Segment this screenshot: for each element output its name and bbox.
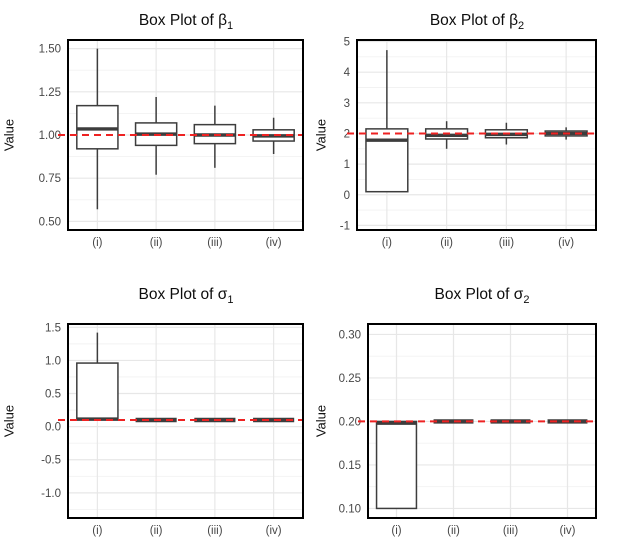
plot-title: Box Plot of σ2 — [435, 286, 530, 306]
svg-text:(i): (i) — [92, 525, 102, 537]
panel-border — [67, 39, 304, 231]
panel-border — [356, 39, 597, 231]
boxplot-canvas-beta2: -1 0 1 2 3 4 5 (i) (ii) (iii) (iv) — [340, 37, 597, 249]
x-tick-labels: (i) (ii) (iii) (iv) — [92, 237, 282, 249]
svg-text:(i): (i) — [92, 237, 102, 249]
iqr-box — [76, 362, 119, 421]
plot-title: Box Plot of β2 — [430, 12, 524, 32]
svg-text:(i): (i) — [382, 237, 392, 249]
svg-text:0.75: 0.75 — [39, 173, 61, 185]
iqr-box — [76, 104, 119, 150]
svg-text:(iii): (iii) — [499, 237, 514, 249]
svg-text:(ii): (ii) — [150, 525, 163, 537]
panel-border — [67, 323, 304, 519]
subplot-sigma2: Box Plot of σ2 Value 0.10 0.15 0.20 0.25 0.3… — [312, 274, 624, 549]
svg-text:1.0: 1.0 — [45, 355, 61, 367]
plot-title: Box Plot of σ1 — [139, 286, 234, 306]
box-(i) — [375, 420, 418, 510]
y-axis-label: Value — [1, 118, 17, 152]
svg-text:0: 0 — [344, 190, 350, 202]
boxplot-canvas-sigma2: 0.10 0.15 0.20 0.25 0.30 (i) (ii) (iii) (iv) — [339, 323, 597, 537]
svg-text:-1: -1 — [340, 220, 350, 232]
y-tick-labels: -1 0 1 2 3 4 5 — [340, 37, 351, 233]
svg-text:(iv): (iv) — [560, 525, 576, 537]
svg-text:0.25: 0.25 — [339, 373, 361, 385]
y-tick-labels: 0.10 0.15 0.20 0.25 0.30 — [339, 329, 361, 515]
y-axis-label-column: Value — [0, 308, 18, 549]
plot-title-text: Box Plot of β — [138, 11, 228, 29]
svg-text:1.25: 1.25 — [39, 87, 61, 99]
y-axis-label: Value — [313, 404, 329, 438]
svg-text:(iv): (iv) — [266, 525, 282, 537]
iqr-box — [365, 128, 409, 193]
svg-text:0.5: 0.5 — [45, 389, 61, 401]
x-tick-labels: (i) (ii) (iii) (iv) — [391, 525, 575, 537]
y-axis-label-column: Value — [0, 34, 18, 272]
plot-title-text: Box Plot of σ — [138, 285, 228, 303]
plot-title-text: Box Plot of σ — [434, 285, 524, 303]
plot-title-row: Box Plot of β2 — [312, 0, 624, 34]
box-(i) — [76, 48, 119, 210]
svg-text:(i): (i) — [391, 525, 401, 537]
plot-title-row: Box Plot of σ1 — [0, 274, 312, 308]
x-tick-labels: (i) (ii) (iii) (iv) — [92, 525, 282, 537]
boxplot-canvas-sigma1: -1.0 -0.5 0.0 0.5 1.0 1.5 (i) (ii) (iii) (iv) — [41, 322, 304, 537]
subplot-beta2: Box Plot of β2 Value -1 0 1 2 3 4 5 (i) (ii) (iii… — [312, 0, 624, 274]
svg-text:0.0: 0.0 — [45, 422, 61, 434]
x-tick-labels: (i) (ii) (iii) (iv) — [382, 237, 575, 249]
plot-title: Box Plot of β1 — [139, 12, 233, 32]
svg-text:-1.0: -1.0 — [41, 488, 61, 500]
svg-text:1.50: 1.50 — [39, 44, 61, 56]
subplot-beta1: Box Plot of β1 Value 0.50 0.75 1.00 1.25 1.5… — [0, 0, 312, 274]
plot-body: Value -1.0 -0.5 0.0 0.5 1.0 1.5 (i) (ii) (iii) (i… — [0, 308, 312, 549]
y-tick-labels: -1.0 -0.5 0.0 0.5 1.0 1.5 — [41, 322, 61, 500]
svg-text:4: 4 — [344, 67, 351, 79]
svg-text:(iii): (iii) — [503, 525, 518, 537]
svg-text:0.10: 0.10 — [339, 503, 361, 515]
svg-text:1.5: 1.5 — [45, 322, 61, 334]
svg-text:(ii): (ii) — [440, 237, 453, 249]
svg-text:-0.5: -0.5 — [41, 455, 61, 467]
boxplot-canvas-beta1: 0.50 0.75 1.00 1.25 1.50 (i) (ii) (iii) (iv) — [39, 39, 304, 249]
svg-text:0.20: 0.20 — [339, 416, 361, 428]
plot-title-text: Box Plot of β — [429, 11, 519, 29]
y-axis-label-column: Value — [312, 34, 330, 272]
svg-text:0.50: 0.50 — [39, 216, 61, 228]
svg-text:1.00: 1.00 — [39, 130, 61, 142]
plot-title-subscript: 2 — [518, 20, 525, 32]
svg-text:(iv): (iv) — [558, 237, 574, 249]
panel-border — [367, 323, 597, 519]
svg-text:0.30: 0.30 — [339, 329, 361, 341]
y-axis-label-column: Value — [312, 308, 330, 549]
plot-body: Value 0.50 0.75 1.00 1.25 1.50 (i) (ii) (iii) (i… — [0, 34, 312, 272]
plot-title-subscript: 1 — [227, 20, 234, 32]
plot-body: Value 0.10 0.15 0.20 0.25 0.30 (i) (ii) (iii) (i… — [312, 308, 624, 549]
svg-text:1: 1 — [344, 159, 350, 171]
svg-text:(iv): (iv) — [266, 237, 282, 249]
svg-text:2: 2 — [344, 128, 350, 140]
plot-title-subscript: 1 — [227, 294, 234, 306]
y-tick-labels: 0.50 0.75 1.00 1.25 1.50 — [39, 44, 61, 229]
svg-text:(ii): (ii) — [150, 237, 163, 249]
subplot-sigma1: Box Plot of σ1 Value -1.0 -0.5 0.0 0.5 1.0 1.… — [0, 274, 312, 549]
plot-body: Value -1 0 1 2 3 4 5 (i) (ii) (iii) (iv) — [312, 34, 624, 272]
box-(i) — [365, 50, 409, 193]
svg-text:5: 5 — [344, 37, 350, 49]
svg-text:(iii): (iii) — [207, 525, 222, 537]
svg-text:(ii): (ii) — [447, 525, 460, 537]
svg-text:3: 3 — [344, 98, 350, 110]
svg-text:0.15: 0.15 — [339, 460, 361, 472]
svg-text:(iii): (iii) — [207, 237, 222, 249]
iqr-box — [375, 420, 418, 510]
y-axis-label: Value — [313, 118, 329, 152]
plot-title-subscript: 2 — [523, 294, 530, 306]
plot-title-row: Box Plot of σ2 — [312, 274, 624, 308]
plot-title-row: Box Plot of β1 — [0, 0, 312, 34]
y-axis-label: Value — [1, 404, 17, 438]
